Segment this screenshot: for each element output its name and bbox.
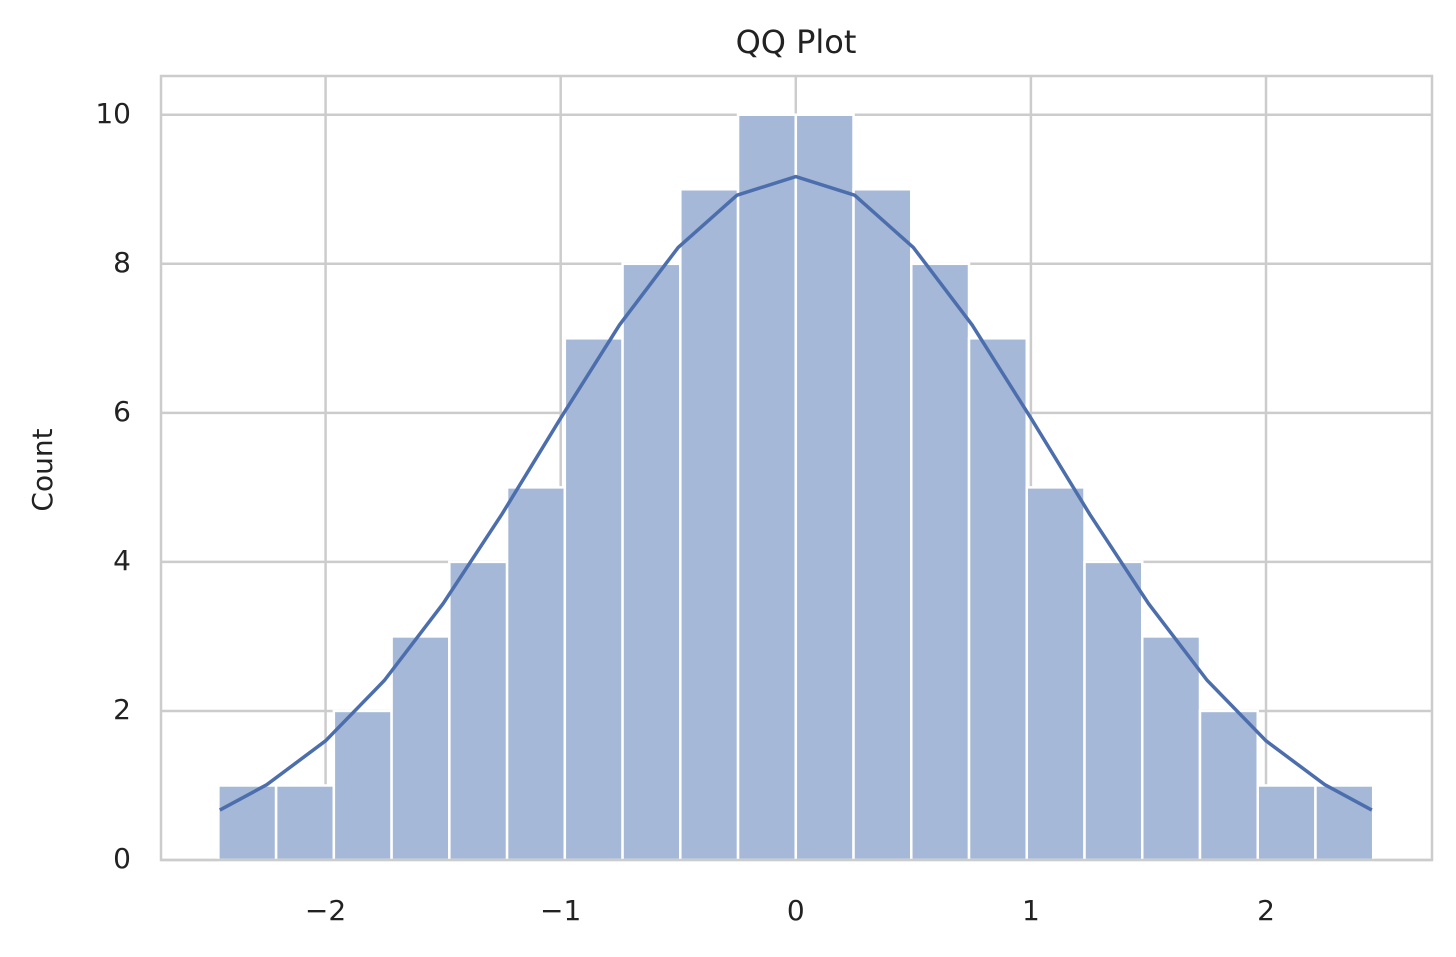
bar (1314, 784, 1375, 862)
bar (563, 337, 624, 862)
bar (794, 113, 855, 862)
chart-title: QQ Plot (736, 23, 857, 61)
y-axis-label: Count (26, 428, 59, 511)
x-tick-label: 0 (787, 894, 805, 927)
bar (967, 337, 1029, 862)
kde-line (218, 174, 1373, 812)
y-tick-label: 8 (113, 246, 131, 279)
x-tick-label: −1 (540, 894, 581, 927)
x-tick-label: 2 (1257, 894, 1275, 927)
bar (332, 709, 393, 862)
bar (910, 262, 971, 862)
y-tick-label: 6 (113, 395, 131, 428)
bar (852, 188, 913, 862)
bar (217, 784, 278, 862)
x-tick-label: −2 (305, 894, 346, 927)
y-tick-label: 0 (113, 842, 131, 875)
y-tick-label: 2 (113, 693, 131, 726)
bar (1083, 560, 1144, 862)
y-tick-label: 10 (95, 97, 131, 130)
bar (621, 262, 682, 862)
bar (274, 784, 336, 862)
bar (1025, 486, 1086, 862)
bar (505, 486, 567, 862)
bar (448, 560, 509, 862)
bar (1256, 784, 1317, 862)
bar (679, 188, 740, 862)
bar (736, 113, 798, 862)
y-tick-label: 4 (113, 544, 131, 577)
x-tick-label: 1 (1022, 894, 1040, 927)
bar (1141, 635, 1202, 862)
bar (1198, 709, 1259, 862)
plot-frame (159, 74, 1434, 862)
bar (390, 635, 451, 862)
